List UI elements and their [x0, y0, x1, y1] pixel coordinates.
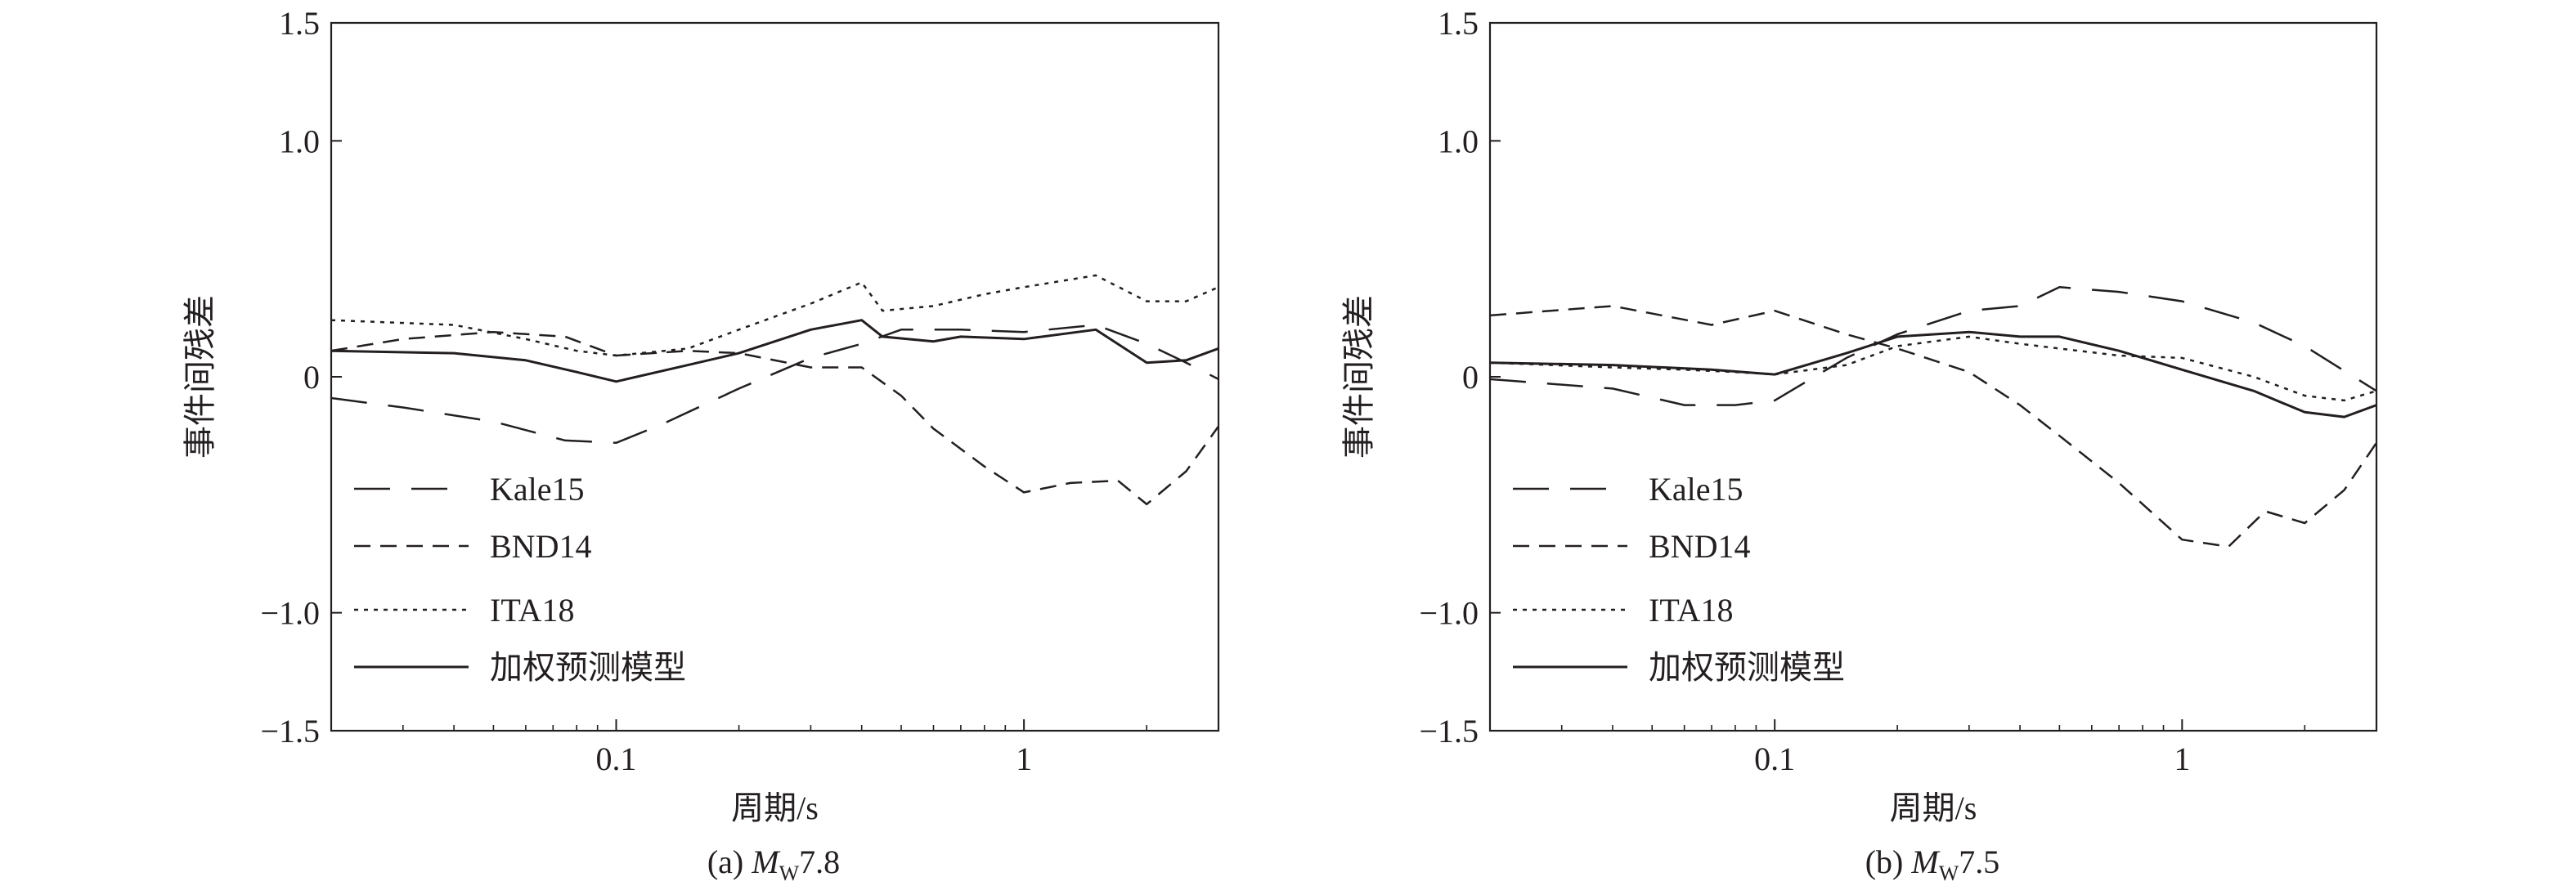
series-line-4 [331, 319, 1218, 383]
y-tick-label: −1.0 [1419, 595, 1479, 632]
legend-label-3: ITA18 [490, 592, 574, 629]
x-tick-label: 1 [1016, 741, 1032, 777]
chart-panel-2: 1.5 1.0 0 −1.0 −1.5 0.1 1 周期/s 事件间残差 (b) MW7.5 Kal… [1340, 5, 2378, 885]
y-axis-title: 事件间残差 [1340, 295, 1377, 459]
legend-label-1: Kale15 [1649, 471, 1744, 508]
x-tick-label: 1 [2174, 741, 2190, 777]
x-tick-label: 0.1 [596, 741, 637, 777]
y-tick-label: −1.0 [260, 595, 320, 632]
series-line-4 [1490, 330, 2376, 418]
series-line-1 [331, 324, 1218, 445]
caption-mag: 7.8 [799, 844, 840, 880]
panel-caption: (a) MW7.8 [707, 844, 840, 885]
plot-frame [1488, 21, 2378, 732]
y-tick-label: 0 [1462, 359, 1479, 396]
caption-m: M [751, 844, 781, 880]
series-line-3 [331, 274, 1218, 357]
y-axis-title: 事件间残差 [182, 295, 218, 459]
panel-caption: (b) MW7.5 [1865, 844, 2000, 885]
series-group [1490, 286, 2376, 548]
y-tick-label: 1.0 [279, 123, 320, 159]
legend-label-4: 加权预测模型 [490, 649, 686, 686]
y-tick-label: −1.5 [1419, 713, 1479, 750]
series-line-2 [331, 330, 1218, 506]
y-tick-label: 1.5 [279, 5, 320, 42]
legend-label-1: Kale15 [490, 471, 585, 508]
y-tick-label: 0 [303, 359, 320, 396]
legend: Kale15 BND14 ITA18 加权预测模型 [1513, 471, 1845, 686]
series-line-2 [1490, 305, 2376, 548]
caption-m: M [1910, 844, 1941, 880]
legend: Kale15 BND14 ITA18 加权预测模型 [354, 471, 686, 686]
series-line-3 [1490, 335, 2376, 402]
legend-label-2: BND14 [490, 528, 591, 565]
x-axis-title: 周期/s [731, 790, 819, 826]
series-line-1 [1490, 286, 2376, 406]
legend-label-2: BND14 [1649, 528, 1750, 565]
y-tick-label: −1.5 [260, 713, 320, 750]
caption-sub: W [779, 861, 800, 885]
caption-mag: 7.5 [1959, 844, 1999, 880]
caption-sub: W [1939, 861, 1959, 885]
legend-label-4: 加权预测模型 [1649, 649, 1845, 686]
caption-prefix: (a) [707, 844, 752, 880]
y-tick-label: 1.5 [1438, 5, 1479, 42]
series-group [331, 274, 1218, 506]
caption-prefix: (b) [1865, 844, 1912, 880]
chart-panel-1: 1.5 1.0 0 −1.0 −1.5 0.1 1 周期/s 事件间残差 (a) MW7.8 Kal… [182, 5, 1220, 885]
plot-frame [330, 21, 1220, 732]
x-tick-label: 0.1 [1754, 741, 1795, 777]
y-tick-label: 1.0 [1438, 123, 1479, 159]
x-axis-title: 周期/s [1890, 790, 1977, 826]
legend-label-3: ITA18 [1649, 592, 1733, 629]
